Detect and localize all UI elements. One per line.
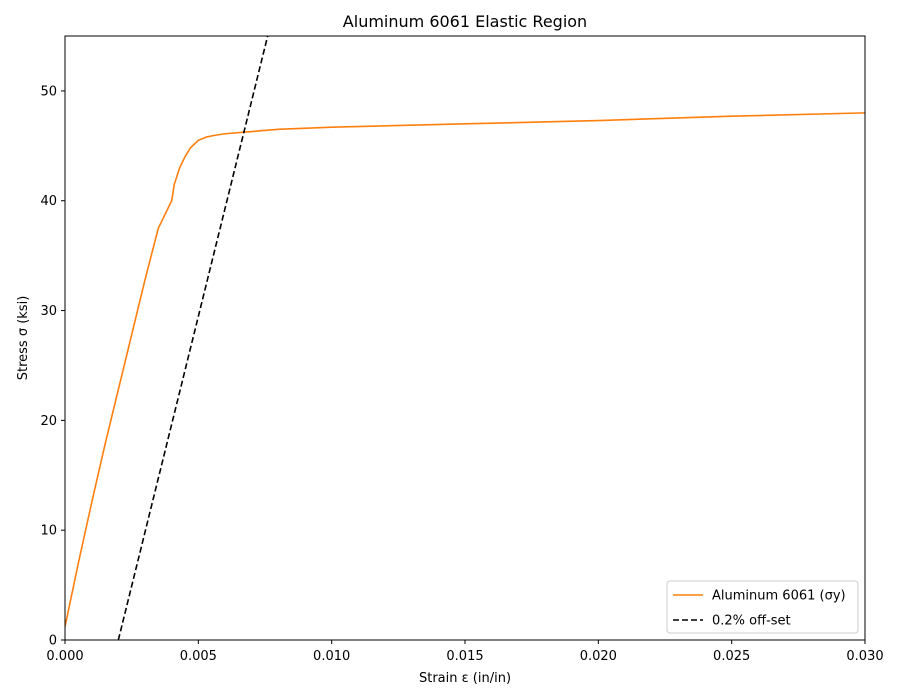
- x-tick-label: 0.030: [846, 649, 883, 664]
- series-line-0: [65, 112, 865, 627]
- y-tick-label: 0: [49, 634, 57, 649]
- x-tick-label: 0.000: [46, 649, 83, 664]
- legend-label-aluminum: Aluminum 6061 (σy): [712, 589, 846, 604]
- plot-area: [65, 36, 865, 640]
- x-tick-label: 0.015: [446, 649, 483, 664]
- series-line-1: [117, 36, 269, 640]
- y-tick-label: 20: [40, 414, 57, 429]
- plot-frame: [64, 35, 866, 641]
- chart-title: Aluminum 6061 Elastic Region: [343, 12, 587, 31]
- y-axis-label: Stress σ (ksi): [16, 296, 31, 381]
- x-tick-label: 0.010: [313, 649, 350, 664]
- y-axis-ticks: 0 10 20 30 40 50: [40, 84, 65, 649]
- legend-box: [666, 580, 859, 634]
- legend: Aluminum 6061 (σy) 0.2% off-set: [666, 580, 859, 634]
- x-tick-label: 0.025: [713, 649, 750, 664]
- x-axis-ticks: 0.000 0.005 0.010 0.015 0.020 0.025 0.030: [46, 640, 884, 664]
- legend-label-offset: 0.2% off-set: [712, 614, 791, 629]
- y-tick-label: 30: [40, 304, 57, 319]
- x-axis-label: Strain ε (in/in): [419, 671, 511, 686]
- y-tick-label: 40: [40, 194, 57, 209]
- y-tick-label: 10: [40, 524, 57, 539]
- y-tick-label: 50: [40, 84, 57, 99]
- x-tick-label: 0.005: [180, 649, 217, 664]
- x-tick-label: 0.020: [580, 649, 617, 664]
